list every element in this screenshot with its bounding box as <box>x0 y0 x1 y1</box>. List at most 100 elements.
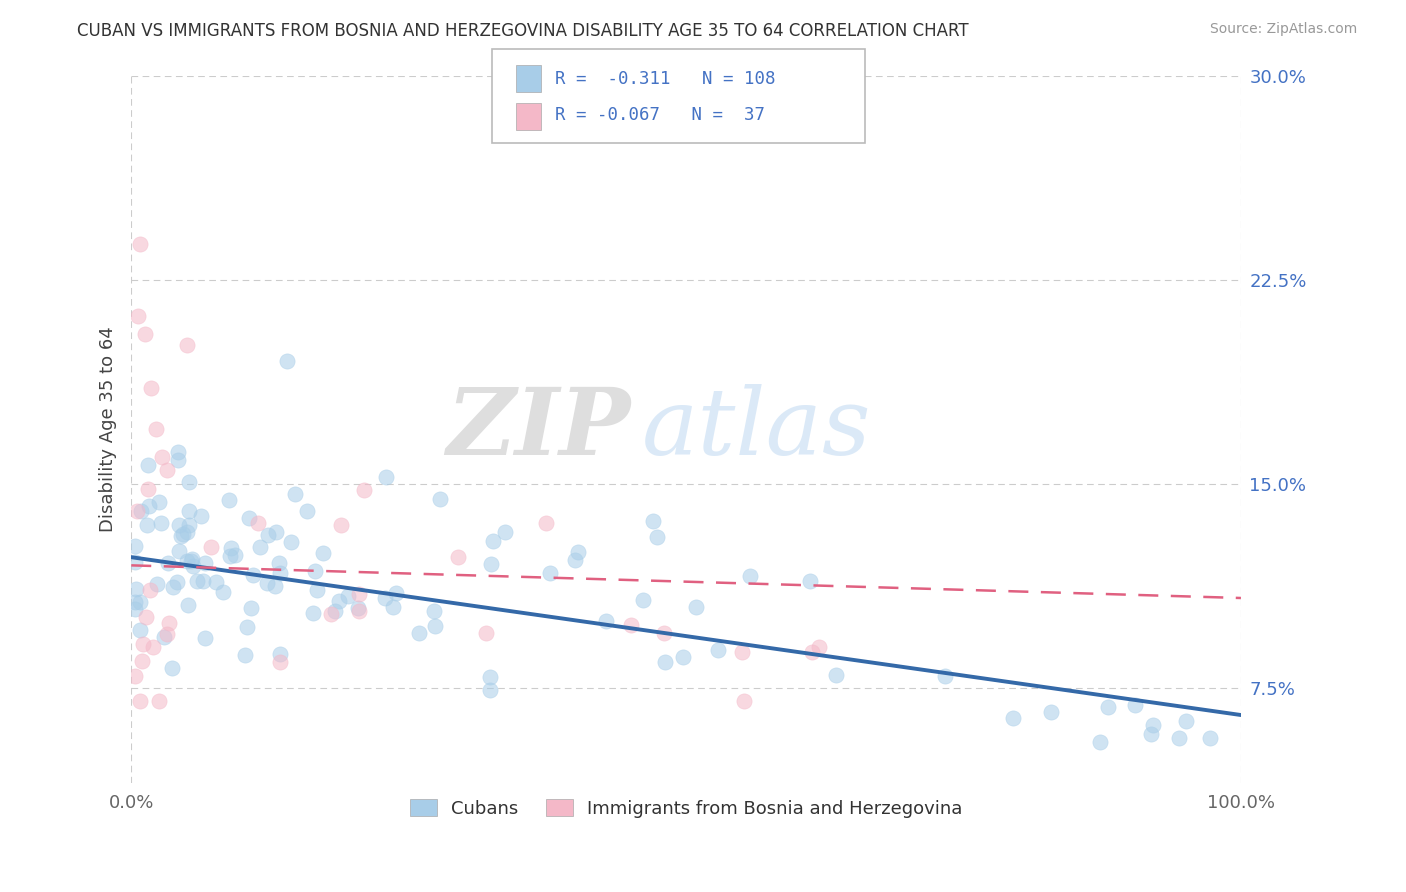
Point <box>707 643 730 657</box>
Point <box>319 607 342 622</box>
Point <box>595 615 617 629</box>
Point <box>347 604 370 618</box>
Point <box>191 574 214 588</box>
Point <box>256 576 278 591</box>
Point <box>124 669 146 683</box>
Point <box>336 589 359 603</box>
Point <box>685 599 707 614</box>
Point <box>176 524 198 539</box>
Point <box>349 587 371 601</box>
Point <box>1040 705 1063 719</box>
Point <box>1123 698 1146 713</box>
Point <box>429 492 451 507</box>
Point <box>329 517 352 532</box>
Point <box>1002 711 1025 725</box>
Point <box>269 655 291 669</box>
Point <box>200 541 222 555</box>
Point <box>134 326 156 341</box>
Point <box>643 514 665 528</box>
Point <box>374 591 396 606</box>
Y-axis label: Disability Age 35 to 64: Disability Age 35 to 64 <box>100 326 117 533</box>
Point <box>479 683 502 698</box>
Point <box>238 511 260 525</box>
Point <box>156 463 179 477</box>
Point <box>631 592 654 607</box>
Point <box>136 482 159 496</box>
Point <box>127 309 149 323</box>
Point <box>170 529 193 543</box>
Point <box>166 574 188 589</box>
Point <box>211 584 233 599</box>
Point <box>312 546 335 560</box>
Point <box>167 445 190 459</box>
Point <box>740 569 762 583</box>
Point <box>150 450 173 464</box>
Text: CUBAN VS IMMIGRANTS FROM BOSNIA AND HERZEGOVINA DISABILITY AGE 35 TO 64 CORRELAT: CUBAN VS IMMIGRANTS FROM BOSNIA AND HERZ… <box>77 22 969 40</box>
Text: R =  -0.311   N = 108: R = -0.311 N = 108 <box>555 70 776 88</box>
Point <box>482 533 505 548</box>
Point <box>186 574 208 588</box>
Point <box>176 554 198 568</box>
Point <box>221 541 243 555</box>
Point <box>177 504 200 518</box>
Point <box>423 619 446 633</box>
Point <box>423 604 446 618</box>
Point <box>240 601 263 615</box>
Point <box>654 655 676 669</box>
Point <box>129 595 152 609</box>
Point <box>136 458 159 472</box>
Point <box>540 566 562 580</box>
Point <box>246 516 269 531</box>
Point <box>934 669 956 683</box>
Point <box>135 610 157 624</box>
Point <box>269 566 291 581</box>
Point <box>242 568 264 582</box>
Point <box>264 579 287 593</box>
Point <box>132 637 155 651</box>
Point <box>824 667 846 681</box>
Point <box>347 601 370 615</box>
Point <box>157 556 180 570</box>
Point <box>374 470 396 484</box>
Point <box>645 530 668 544</box>
Point <box>172 527 194 541</box>
Point <box>153 630 176 644</box>
Point <box>475 626 498 640</box>
Point <box>205 575 228 590</box>
Point <box>236 620 259 634</box>
Point <box>131 654 153 668</box>
Point <box>479 557 502 571</box>
Point <box>328 594 350 608</box>
Point <box>179 475 201 489</box>
Point <box>177 518 200 533</box>
Point <box>180 554 202 568</box>
Point <box>325 604 347 618</box>
Point <box>124 555 146 569</box>
Point <box>167 453 190 467</box>
Point <box>131 504 153 518</box>
Point <box>150 516 173 530</box>
Point <box>652 626 675 640</box>
Point <box>302 607 325 621</box>
Point <box>620 618 643 632</box>
Point <box>295 504 318 518</box>
Point <box>141 382 163 396</box>
Point <box>148 694 170 708</box>
Point <box>672 650 695 665</box>
Point <box>1140 727 1163 741</box>
Point <box>194 556 217 570</box>
Point <box>494 524 516 539</box>
Point <box>257 528 280 542</box>
Point <box>408 626 430 640</box>
Point <box>353 483 375 497</box>
Point <box>177 598 200 612</box>
Point <box>167 543 190 558</box>
Point <box>1097 699 1119 714</box>
Point <box>534 516 557 530</box>
Point <box>276 354 298 368</box>
Point <box>124 602 146 616</box>
Point <box>138 582 160 597</box>
Text: R = -0.067   N =  37: R = -0.067 N = 37 <box>555 105 765 123</box>
Point <box>224 548 246 562</box>
Point <box>280 535 302 549</box>
